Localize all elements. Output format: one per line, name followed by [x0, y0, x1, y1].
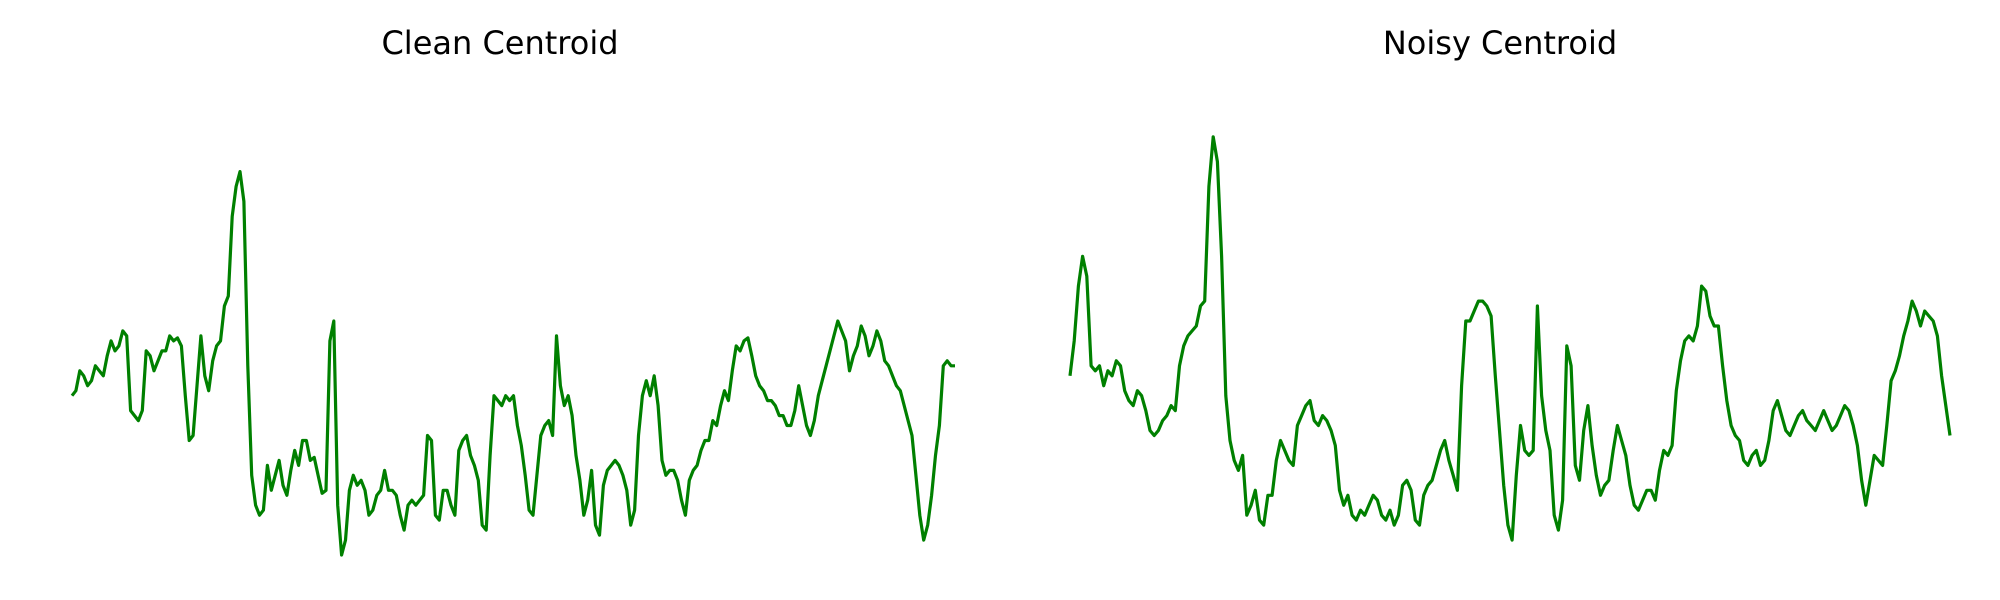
chart-title: Clean Centroid	[381, 24, 619, 62]
series-line	[70, 170, 955, 557]
chart-panel-noisy: Noisy Centroid	[1000, 0, 2000, 600]
line-chart-svg	[70, 170, 955, 557]
chart-panel-clean: Clean Centroid	[70, 24, 955, 557]
series-line	[1068, 135, 1952, 542]
line-chart-svg	[1068, 135, 1952, 542]
chart-title: Noisy Centroid	[1382, 24, 1618, 62]
